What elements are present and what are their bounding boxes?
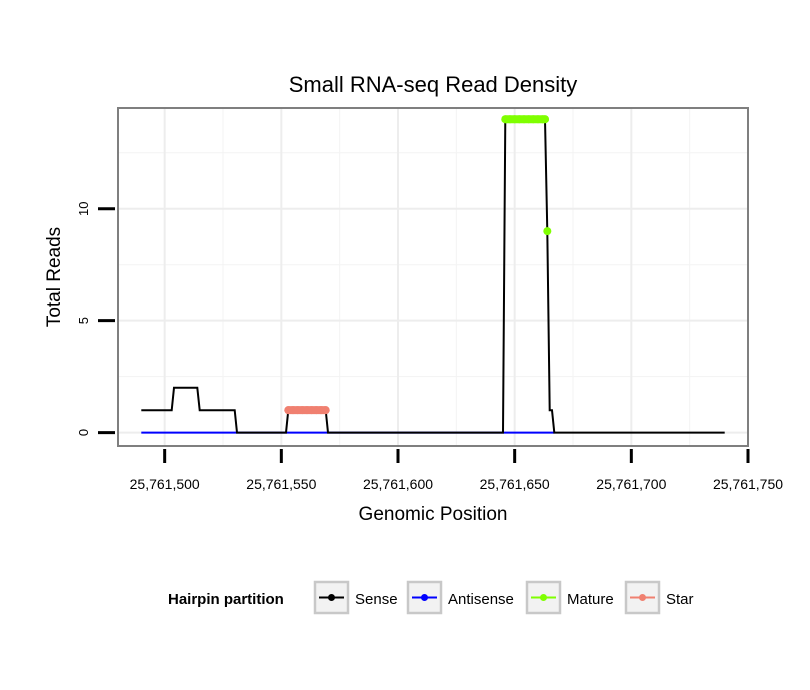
panel-background [118, 108, 748, 446]
x-tick-label: 25,761,500 [130, 476, 200, 492]
x-tick-label: 25,761,700 [596, 476, 666, 492]
axes: 25,761,500 25,761,550 25,761,600 25,761,650… [76, 107, 783, 492]
legend-key-point [328, 594, 335, 601]
y-tick-label: 10 [76, 201, 91, 215]
x-tick-label: 25,761,750 [713, 476, 783, 492]
legend-key-point [421, 594, 428, 601]
legend-label: Star [666, 591, 694, 608]
plot-panel [118, 108, 748, 446]
y-axis-label: Total Reads [44, 227, 65, 327]
series-star-point [321, 406, 330, 415]
legend-label: Sense [355, 591, 398, 608]
legend-title: Hairpin partition [168, 591, 284, 608]
panel-border [117, 107, 749, 447]
legend-label: Mature [567, 591, 614, 608]
legend-label: Antisense [448, 591, 514, 608]
x-tick-label: 25,761,650 [480, 476, 550, 492]
legend-key-point [639, 594, 646, 601]
x-axis-label: Genomic Position [359, 504, 508, 525]
chart-title: Small RNA-seq Read Density [289, 72, 578, 97]
series-mature-point [543, 227, 552, 236]
y-tick-label: 0 [76, 429, 91, 436]
series-layer [141, 115, 725, 434]
x-tick-label: 25,761,550 [246, 476, 316, 492]
y-tick-label: 5 [76, 317, 91, 324]
x-tick-label: 25,761,600 [363, 476, 433, 492]
legend-key-point [540, 594, 547, 601]
legend: Hairpin partition Sense Antisense Mature St… [168, 580, 694, 615]
series-mature-point [541, 115, 549, 124]
